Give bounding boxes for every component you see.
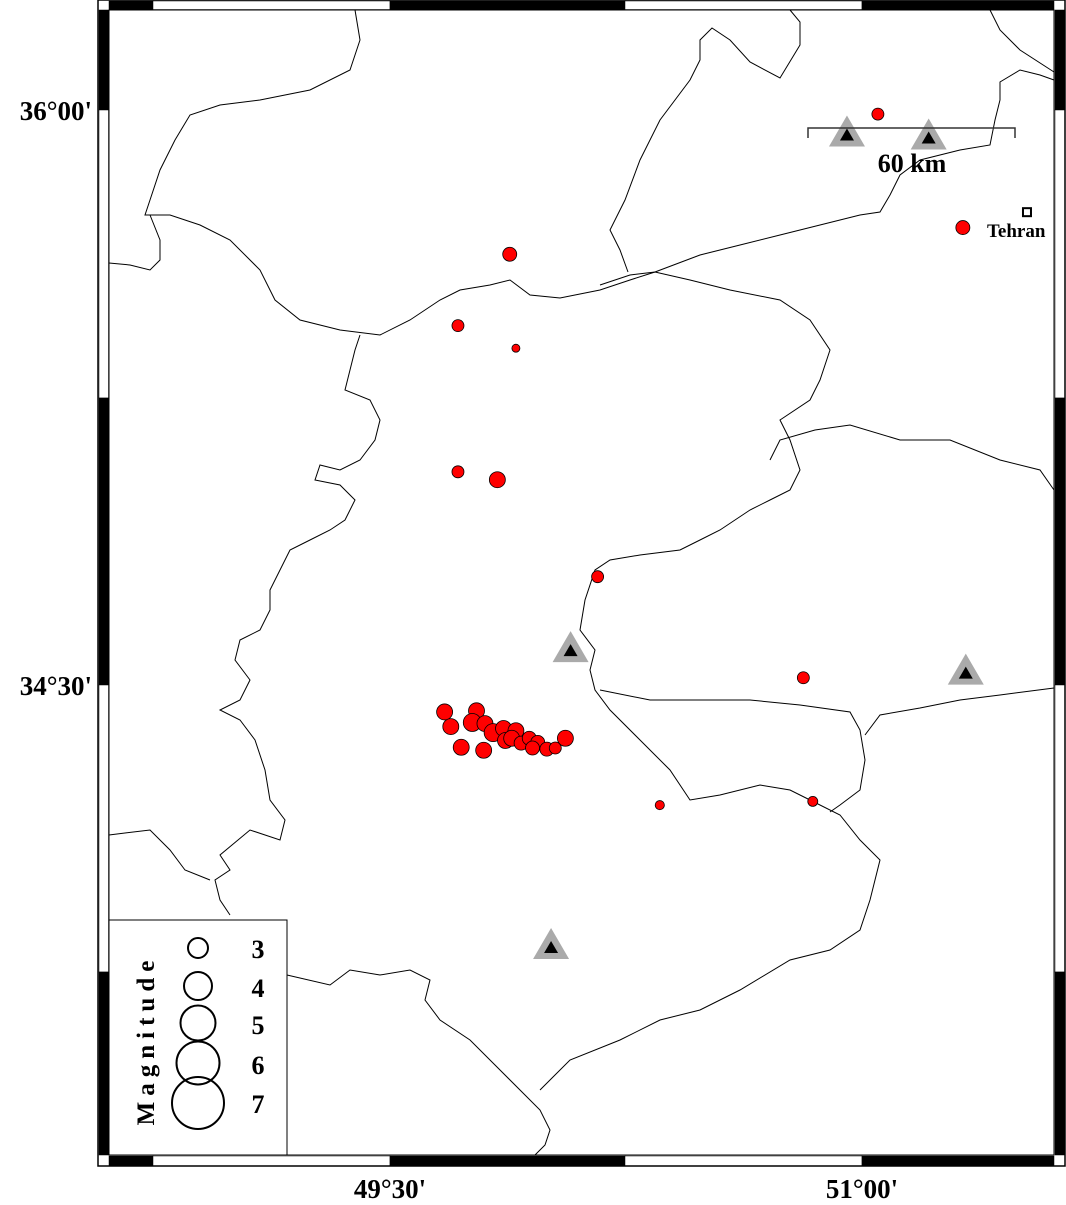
frame-segment: [98, 397, 109, 686]
frame-segment: [861, 0, 1055, 10]
scale-bar: 60 km: [807, 127, 1016, 178]
station-inner-triangle-icon: [563, 644, 578, 657]
earthquake-event: [442, 718, 460, 736]
station-marker: [910, 118, 947, 150]
earthquake-event: [548, 741, 562, 755]
frame-segment: [389, 0, 626, 10]
earthquake-event: [796, 671, 810, 685]
station-marker: [828, 115, 865, 147]
earthquake-event: [955, 220, 971, 235]
frame-segment: [624, 1155, 863, 1166]
frame-segment: [98, 109, 109, 399]
legend-circle-4: [183, 971, 213, 1001]
earthquake-event: [807, 795, 819, 807]
map-frame: [97, 0, 1066, 1167]
earthquake-event: [436, 703, 454, 721]
earthquake-event: [475, 741, 493, 759]
frame-segment: [108, 1155, 154, 1166]
frame-segment: [389, 1155, 626, 1166]
axis-labels: 36°00' 34°30' 49°30' 51°00': [20, 96, 898, 1204]
lat-tick-label: 34°30': [20, 671, 92, 701]
earthquake-event: [451, 319, 465, 333]
earthquake-event: [525, 740, 540, 756]
earthquake-event: [488, 471, 506, 489]
station-marker: [947, 653, 984, 685]
legend-label: 7: [252, 1090, 265, 1119]
frame-segment: [1054, 9, 1065, 111]
station-inner-triangle-icon: [839, 128, 854, 141]
legend-label: 6: [252, 1051, 265, 1080]
frame-segment: [1054, 684, 1065, 973]
province-boundaries: [108, 9, 1055, 1156]
station-inner-triangle-icon: [958, 666, 973, 679]
frame-segment: [624, 0, 863, 10]
earthquake-event: [591, 570, 605, 584]
legend-label: 4: [252, 974, 265, 1003]
frame-segment: [1054, 971, 1065, 1156]
legend-label: 5: [252, 1011, 265, 1040]
frame-segment: [108, 0, 154, 10]
lon-tick-label: 49°30': [354, 1174, 426, 1204]
event-layer: [436, 107, 971, 811]
legend-circle-6: [175, 1040, 221, 1086]
station-marker: [533, 927, 570, 959]
legend-circle-7: [171, 1076, 225, 1130]
lat-tick-label: 36°00': [20, 96, 92, 126]
station-inner-triangle-icon: [921, 131, 936, 144]
magnitude-legend: Magnitude 3 4 5 6 7: [108, 919, 288, 1156]
earthquake-event: [511, 343, 521, 353]
frame-segment: [152, 1155, 391, 1166]
earthquake-event: [452, 738, 470, 756]
frame-segment: [98, 684, 109, 973]
city-label: Tehran: [987, 221, 1046, 242]
earthquake-event: [654, 800, 665, 811]
scale-bar-line: [807, 127, 1016, 138]
city-square-icon: [1021, 207, 1032, 218]
earthquake-event: [871, 107, 885, 121]
frame-segment: [98, 9, 109, 111]
frame-segment: [1054, 397, 1065, 686]
station-marker: [552, 631, 589, 663]
lon-tick-label: 51°00': [826, 1174, 898, 1204]
earthquake-event: [556, 729, 574, 747]
frame-segment: [1054, 109, 1065, 399]
frame-segment: [98, 971, 109, 1156]
frame-segment: [152, 0, 391, 10]
legend-circle-3: [187, 937, 209, 959]
frame-segment: [861, 1155, 1055, 1166]
station-layer: [533, 115, 984, 959]
earthquake-event: [502, 246, 518, 262]
city-tehran: Tehran: [987, 207, 1046, 242]
earthquake-event: [451, 465, 465, 479]
scale-bar-label: 60 km: [878, 149, 947, 178]
frame-checkerboard: [98, 0, 1065, 1166]
legend-label: 3: [252, 935, 265, 964]
station-inner-triangle-icon: [544, 940, 559, 953]
legend-title: Magnitude: [133, 955, 160, 1126]
